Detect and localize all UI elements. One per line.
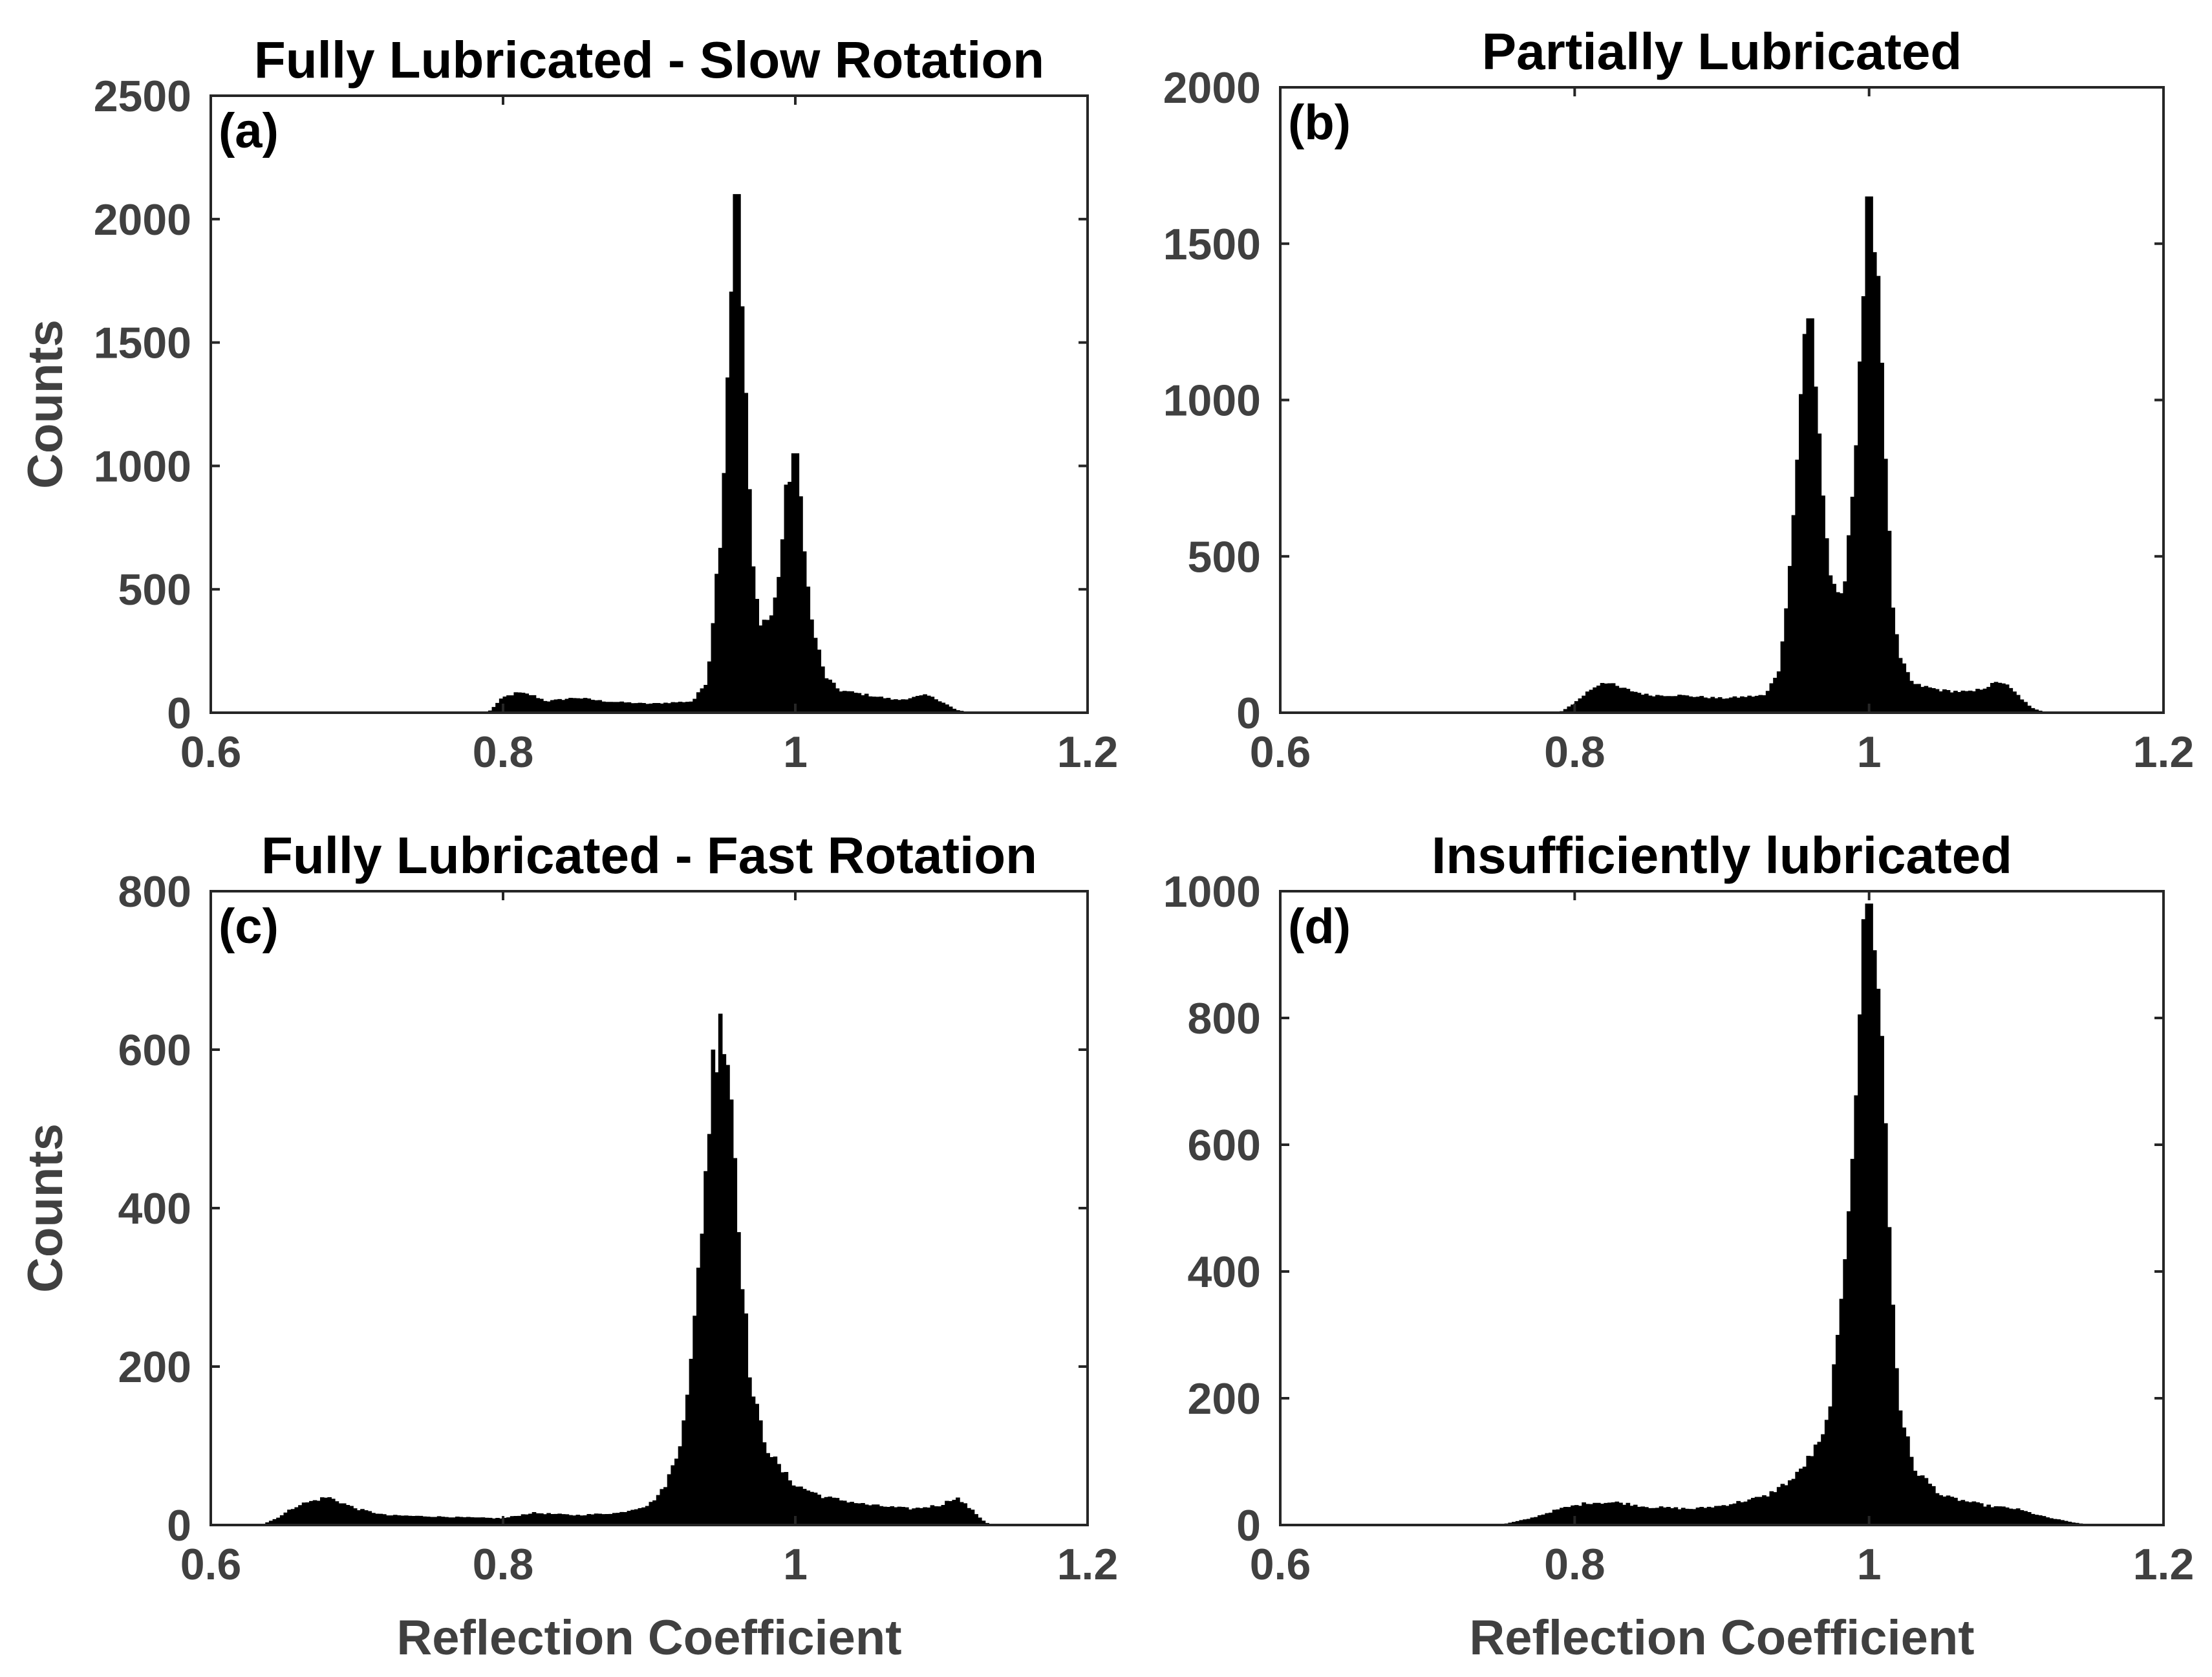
histogram-bars xyxy=(211,1013,1088,1526)
histogram-bars xyxy=(1280,903,2164,1526)
x-tick-label: 1 xyxy=(1857,728,1882,777)
y-tick-label: 800 xyxy=(1188,994,1261,1043)
panel-label: (c) xyxy=(219,899,279,954)
y-tick-label: 0 xyxy=(1236,1501,1261,1550)
y-axis-label: Counts xyxy=(18,1123,73,1293)
x-tick-label: 0.8 xyxy=(473,728,534,777)
panel-title: Fully Lubricated - Fast Rotation xyxy=(261,827,1037,884)
x-tick-label: 1.2 xyxy=(2133,728,2195,777)
y-tick-label: 2500 xyxy=(94,72,191,121)
x-tick-label: 1 xyxy=(1857,1540,1882,1589)
x-tick-label: 1.2 xyxy=(1057,1540,1119,1589)
y-tick-label: 200 xyxy=(1188,1374,1261,1423)
y-tick-label: 800 xyxy=(118,867,191,916)
panel-label: (d) xyxy=(1288,899,1351,954)
axes-box xyxy=(1279,890,2165,1526)
y-tick-label: 0 xyxy=(167,1501,191,1550)
panel-title: Insufficiently lubricated xyxy=(1432,827,2012,884)
y-tick-label: 1000 xyxy=(1163,376,1261,426)
y-tick-label: 600 xyxy=(1188,1121,1261,1170)
x-axis-label: Reflection Coefficient xyxy=(396,1610,901,1665)
y-tick-label: 1500 xyxy=(1163,220,1261,269)
panel-b: 0.6 0.8 1 1.2 0 500 1000 1500 2000 Partially Lubr… xyxy=(1163,23,2195,777)
x-tick-label: 0.6 xyxy=(180,728,242,777)
y-tick-label: 1500 xyxy=(94,319,191,368)
y-tick-label: 2000 xyxy=(94,195,191,244)
panel-a: 0.6 0.8 1 1.2 0 500 1000 1500 2000 2500 Fully Lubr… xyxy=(18,31,1118,777)
x-tick-label: 1.2 xyxy=(1057,728,1119,777)
y-tick-label: 0 xyxy=(1236,689,1261,738)
x-tick-label: 0.8 xyxy=(1544,1540,1605,1589)
panel-title: Partially Lubricated xyxy=(1482,23,1962,80)
panel-c: 0.6 0.8 1 1.2 0 200 400 600 800 Fully Lubricated … xyxy=(18,827,1118,1665)
axes-box xyxy=(209,94,1089,714)
y-tick-label: 500 xyxy=(118,565,191,614)
x-tick-label: 0.6 xyxy=(1250,1540,1311,1589)
y-tick-label: 1000 xyxy=(1163,867,1261,916)
x-axis-label: Reflection Coefficient xyxy=(1469,1610,1974,1665)
y-tick-label: 2000 xyxy=(1163,63,1261,113)
y-tick-label: 500 xyxy=(1188,532,1261,581)
y-axis-label: Counts xyxy=(18,319,73,489)
panel-d: 0.6 0.8 1 1.2 0 200 400 600 800 1000 Insufficientl… xyxy=(1163,827,2195,1665)
x-tick-label: 1 xyxy=(783,1540,808,1589)
x-tick-label: 0.8 xyxy=(1544,728,1605,777)
y-tick-label: 600 xyxy=(118,1026,191,1075)
x-tick-label: 1 xyxy=(783,728,808,777)
panel-label: (b) xyxy=(1288,95,1351,150)
panel-title: Fully Lubricated - Slow Rotation xyxy=(254,31,1044,89)
x-tick-label: 0.8 xyxy=(473,1540,534,1589)
y-tick-label: 400 xyxy=(1188,1248,1261,1297)
y-tick-label: 0 xyxy=(167,689,191,738)
y-tick-label: 400 xyxy=(118,1184,191,1233)
x-tick-label: 0.6 xyxy=(180,1540,242,1589)
y-tick-label: 200 xyxy=(118,1343,191,1392)
panel-label: (a) xyxy=(219,103,279,158)
y-tick-label: 1000 xyxy=(94,442,191,491)
x-tick-label: 1.2 xyxy=(2133,1540,2195,1589)
x-tick-label: 0.6 xyxy=(1250,728,1311,777)
